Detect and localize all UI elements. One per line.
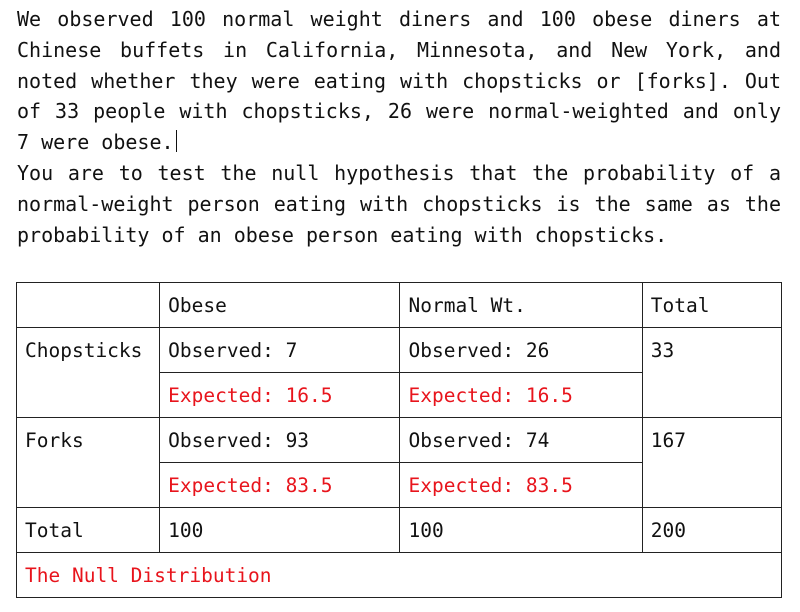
- table-footer-row: The Null Distribution: [16, 552, 782, 598]
- cell-grand-total: 200: [641, 507, 783, 553]
- cell-forks-obese-observed: Observed: 93: [159, 417, 401, 463]
- null-distribution-caption: The Null Distribution: [16, 552, 782, 598]
- table-row-chopsticks-expected: Expected: 16.5 Expected: 16.5: [17, 372, 782, 418]
- header-corner-cell: [15, 282, 161, 328]
- cell-chopsticks-normal-observed: Observed: 26: [399, 327, 643, 373]
- cell-total-obese: 100: [159, 507, 401, 553]
- problem-paragraph-2: You are to test the null hypothesis that…: [17, 160, 781, 247]
- table-row-forks-expected: Expected: 83.5 Expected: 83.5: [17, 462, 782, 508]
- header-total: Total: [641, 282, 783, 328]
- problem-paragraph-1: We observed 100 normal weight diners and…: [17, 7, 781, 155]
- row-label-total: Total: [15, 507, 161, 553]
- table-row-chopsticks-observed: Chopsticks Observed: 7 Observed: 26 33: [15, 327, 783, 418]
- row-label-chopsticks: Chopsticks: [15, 327, 161, 418]
- cell-chopsticks-obese-expected: Expected: 16.5: [159, 372, 401, 418]
- header-obese: Obese: [159, 282, 401, 328]
- table-header-row: Obese Normal Wt. Total: [15, 282, 783, 328]
- cell-forks-normal-expected: Expected: 83.5: [399, 462, 643, 508]
- problem-statement[interactable]: We observed 100 normal weight diners and…: [17, 4, 781, 250]
- header-normal-weight: Normal Wt.: [399, 282, 643, 328]
- cell-chopsticks-obese-observed: Observed: 7: [159, 327, 401, 373]
- table-row-totals: Total 100 100 200: [15, 507, 783, 553]
- cell-forks-total: 167: [641, 417, 783, 508]
- cell-total-normal: 100: [399, 507, 643, 553]
- cell-forks-obese-expected: Expected: 83.5: [159, 462, 401, 508]
- row-label-forks: Forks: [15, 417, 161, 508]
- text-cursor: [175, 130, 177, 153]
- cell-chopsticks-total: 33: [641, 327, 783, 418]
- cell-chopsticks-normal-expected: Expected: 16.5: [399, 372, 643, 418]
- contingency-table: Obese Normal Wt. Total Chopsticks Observ…: [15, 282, 783, 598]
- cell-forks-normal-observed: Observed: 74: [399, 417, 643, 463]
- table-row-forks-observed: Forks Observed: 93 Observed: 74 167: [15, 417, 783, 508]
